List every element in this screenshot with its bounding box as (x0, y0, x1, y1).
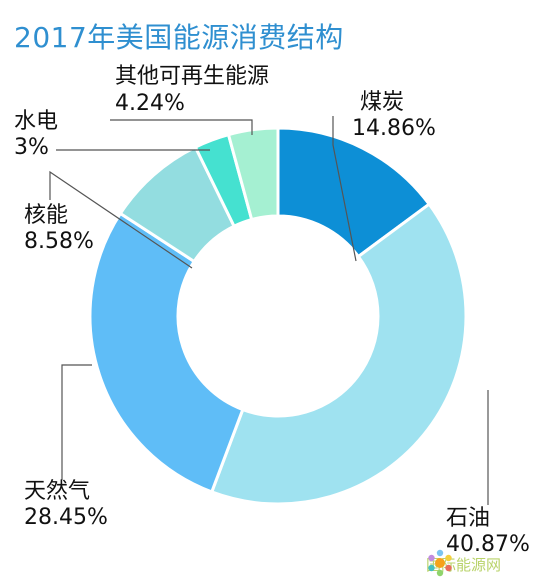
leader-line-4 (49, 170, 193, 269)
leader-line-3 (61, 364, 92, 480)
slice-name-label-1: 煤炭 (360, 90, 404, 115)
watermark-text: 国际能源网 (426, 555, 502, 574)
slice-name-label-3: 天然气 (24, 479, 90, 504)
slice-6 (226, 126, 280, 222)
slice-value-label-1: 14.86% (352, 116, 436, 141)
slice-name-label-4: 核能 (24, 203, 68, 228)
slice-value-label-3: 28.45% (24, 505, 108, 530)
slice-value-label-2: 40.87% (446, 532, 530, 557)
slice-name-label-5: 水电 (14, 109, 58, 134)
sunflower-logo-icon (428, 549, 452, 577)
leader-line-6 (110, 119, 253, 135)
slice-3 (88, 211, 245, 494)
slice-value-label-6: 4.24% (115, 91, 185, 116)
slice-value-label-5: 3% (14, 135, 49, 160)
leader-line-1 (332, 116, 357, 262)
slice-name-label-6: 其他可再生能源 (115, 64, 269, 89)
slice-2 (209, 202, 468, 506)
chart-title: 2017年美国能源消费结构 (14, 21, 344, 54)
slice-name-label-2: 石油 (446, 506, 490, 531)
slice-value-label-4: 8.58% (24, 229, 94, 254)
watermark: 国际能源网 (426, 549, 544, 579)
